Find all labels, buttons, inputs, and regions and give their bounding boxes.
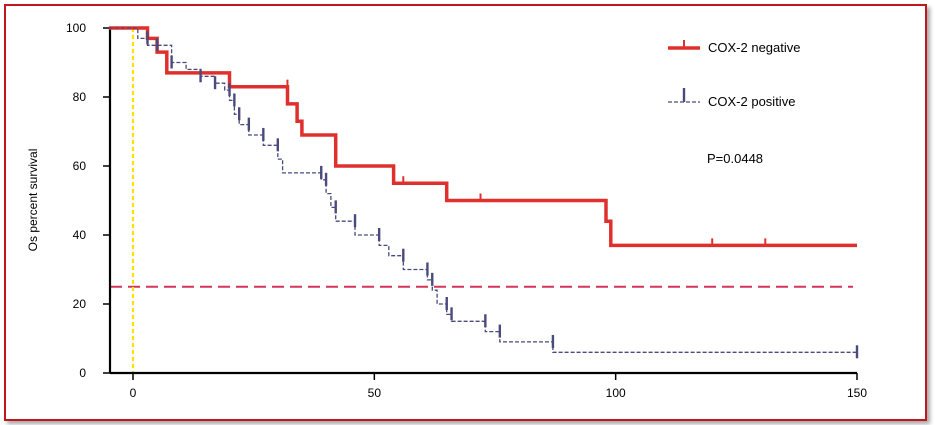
p-value-annotation: P=0.0448: [707, 151, 763, 166]
legend-label: COX-2 positive: [708, 94, 795, 109]
y-tick-label: 20: [73, 297, 87, 311]
y-tick-label: 0: [79, 366, 86, 380]
y-axis-title: Os percent survival: [26, 149, 40, 252]
series-layer: [108, 26, 859, 359]
reference-lines: [110, 28, 853, 373]
legend-label: COX-2 negative: [708, 40, 801, 55]
x-ticks: 0 50 100 150: [130, 373, 867, 400]
y-tick-label: 100: [66, 21, 86, 35]
chart-frame: [4, 4, 927, 421]
x-tick-label: 100: [606, 386, 626, 400]
series-cox2-negative: [108, 26, 857, 248]
legend: COX-2 negative COX-2 positive: [668, 40, 801, 109]
x-tick-label: 0: [130, 386, 137, 400]
y-tick-label: 40: [73, 228, 87, 242]
legend-item: COX-2 positive: [668, 88, 795, 109]
legend-item: COX-2 negative: [668, 40, 801, 55]
x-tick-label: 150: [847, 386, 867, 400]
series-line: [108, 26, 857, 248]
axes: [108, 28, 857, 375]
y-tick-label: 60: [73, 159, 87, 173]
series-line: [108, 27, 857, 353]
y-ticks: 0 20 40 60 80 100: [66, 21, 110, 380]
x-tick-label: 50: [368, 386, 382, 400]
y-tick-label: 80: [73, 90, 87, 104]
series-cox2-positive: [108, 27, 859, 359]
